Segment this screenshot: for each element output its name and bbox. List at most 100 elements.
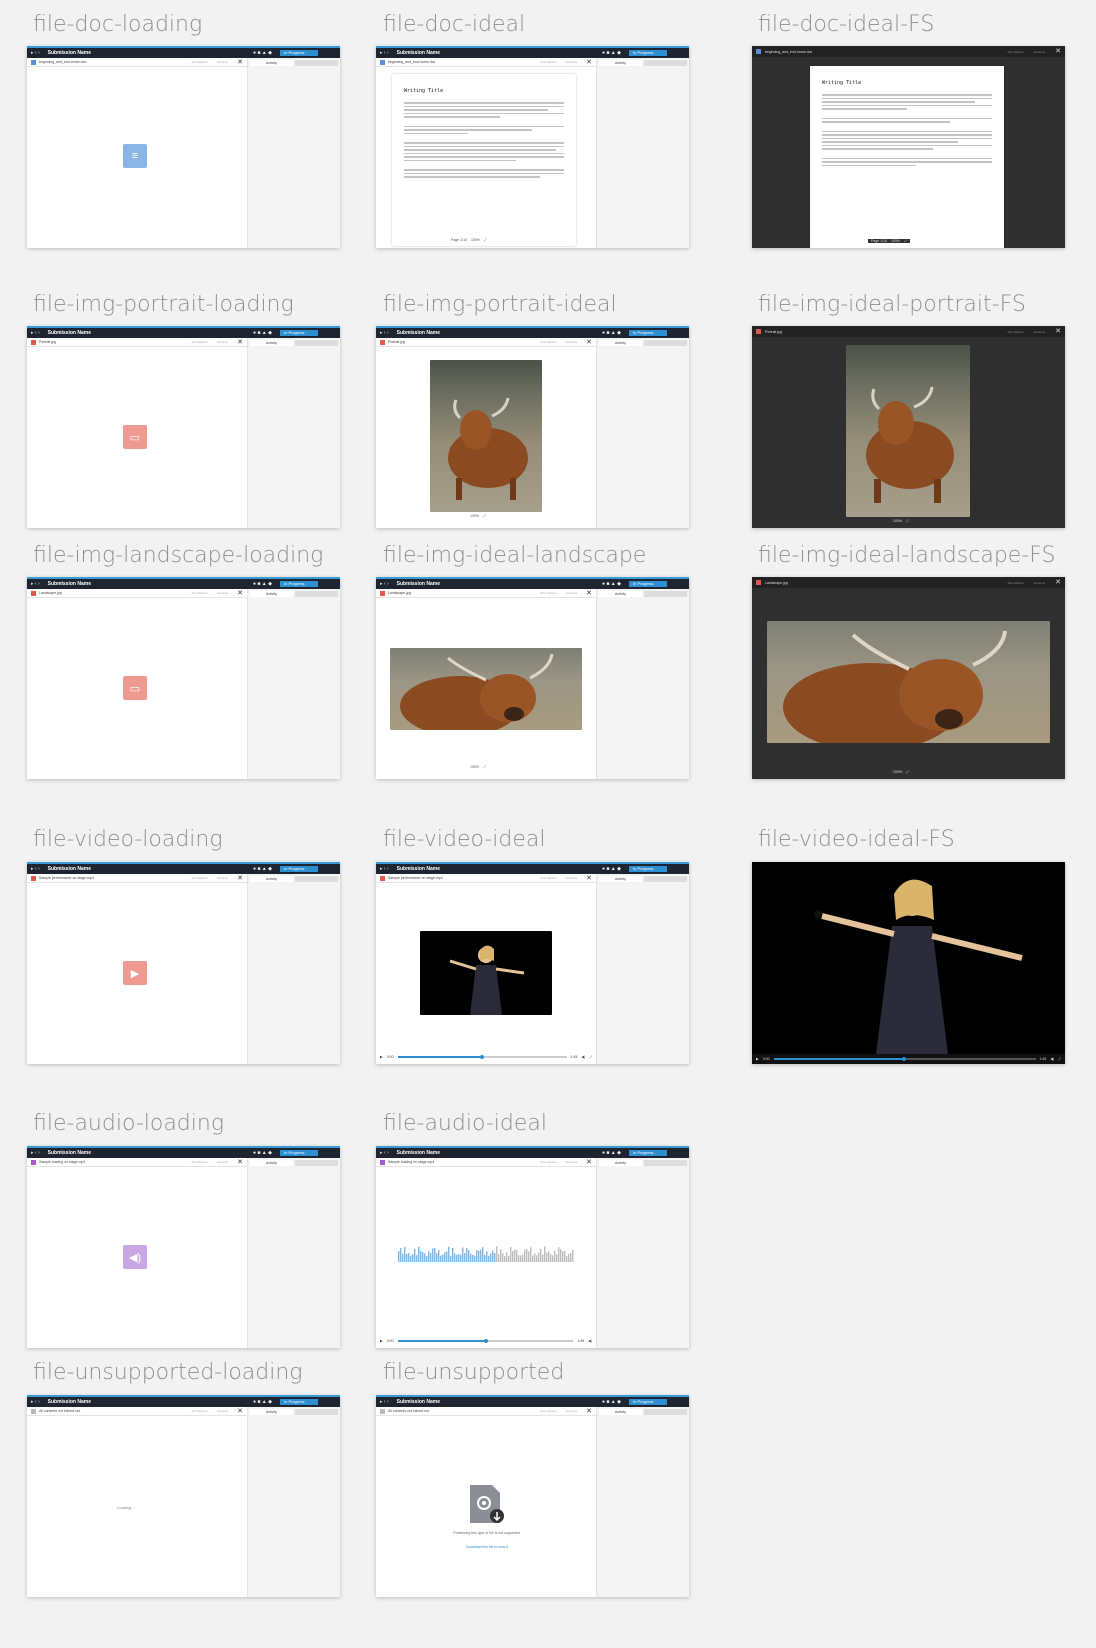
expand-icon[interactable]: ⤢ [483, 238, 487, 242]
waveform-bar [398, 1251, 400, 1262]
image-toolbar[interactable]: 100% ⤢ [470, 765, 486, 769]
play-icon[interactable]: ▶ [380, 1055, 383, 1059]
waveform-bar [518, 1255, 520, 1262]
thumb-img-portrait-fs[interactable]: Portrait.jpg File Options Versions ✕ 100% ⤢ [752, 326, 1065, 528]
tab-activity[interactable]: Activity [599, 875, 642, 882]
video-player-controls[interactable]: ▶ 0:00 1:45 ◀) ⤢ [752, 1054, 1065, 1064]
close-icon[interactable]: ✕ [1055, 328, 1061, 335]
title-bar: ▸ ‹ › Submission Name ● ■ ▲ ◆ In Progress [376, 326, 689, 338]
thumb-img-portrait-ideal[interactable]: ▸ ‹ › Submission Name ● ■ ▲ ◆ In Progress P… [376, 326, 689, 528]
doc-toolbar[interactable]: Page 1/10 100% ⤢ [448, 238, 490, 242]
waveform-bar [464, 1253, 466, 1262]
expand-icon[interactable]: ⤢ [905, 519, 909, 523]
image-placeholder-icon: ▭ [123, 425, 147, 449]
close-icon[interactable]: ✕ [237, 874, 243, 882]
download-link[interactable]: Download this file to view it [465, 1545, 509, 1549]
thumb-audio-ideal[interactable]: ▸ ‹ › Submission Name ● ■ ▲ ◆ In Progress S… [376, 1146, 689, 1348]
waveform-bar [444, 1252, 446, 1262]
tab-activity[interactable]: Activity [599, 1408, 642, 1415]
status-button[interactable]: In Progress [629, 866, 667, 872]
image-toolbar[interactable]: 100% ⤢ [470, 514, 486, 518]
waveform-bar [466, 1247, 468, 1262]
waveform-bar [528, 1251, 530, 1262]
tab-activity[interactable]: Activity [599, 59, 642, 66]
status-button[interactable]: In Progress [280, 50, 318, 56]
close-icon[interactable]: ✕ [237, 338, 243, 346]
tab-activity[interactable]: Activity [250, 339, 293, 346]
doc-toolbar[interactable]: Page 1/10 100% ⤢ [868, 239, 910, 243]
close-icon[interactable]: ✕ [586, 1158, 592, 1166]
generic-file-icon [380, 1408, 385, 1414]
thumb-unsupported[interactable]: ▸ ‹ › Submission Name ● ■ ▲ ◆ In Progress A… [376, 1395, 689, 1597]
title-bar: ▸ ‹ › Submission Name ● ■ ▲ ◆ In Progress [27, 46, 340, 58]
status-button[interactable]: In Progress [629, 1150, 667, 1156]
label-doc-loading: file-doc-loading [33, 12, 203, 37]
label-audio-loading: file-audio-loading [33, 1111, 225, 1136]
close-icon[interactable]: ✕ [237, 58, 243, 66]
volume-icon[interactable]: ◀) [1050, 1057, 1055, 1061]
status-button[interactable]: In Progress [280, 581, 318, 587]
tab-activity[interactable]: Activity [599, 1159, 642, 1166]
close-icon[interactable]: ✕ [586, 1407, 592, 1415]
status-button[interactable]: In Progress [280, 866, 318, 872]
close-icon[interactable]: ✕ [586, 589, 592, 597]
file-bar: All contents not inlined.xxx File Options… [27, 1407, 247, 1416]
thumb-doc-ideal[interactable]: ▸ ‹ › Submission Name ● ■ ▲ ◆ In Progress b… [376, 46, 689, 248]
thumb-video-fs[interactable]: ▶ 0:00 1:45 ◀) ⤢ [752, 862, 1065, 1064]
expand-icon[interactable]: ⤢ [482, 514, 486, 518]
video-player-controls[interactable]: ▶ 0:00 1:45 ◀) ⤢ [380, 1054, 592, 1059]
expand-icon[interactable]: ⤢ [1058, 1057, 1061, 1061]
image-file-icon [756, 580, 761, 585]
volume-icon[interactable]: ◀) [588, 1339, 592, 1343]
video-frame [752, 862, 1065, 1054]
close-icon[interactable]: ✕ [237, 1158, 243, 1166]
close-icon[interactable]: ✕ [1055, 579, 1061, 586]
thumb-doc-loading[interactable]: ▸ ‹ › Submission Name ● ■ ▲ ◆ In Progress b… [27, 46, 340, 248]
status-button[interactable]: In Progress [280, 330, 318, 336]
thumb-video-loading[interactable]: ▸ ‹ › Submission Name ● ■ ▲ ◆ In Progress S… [27, 862, 340, 1064]
status-button[interactable]: In Progress [280, 1399, 318, 1405]
thumb-img-landscape-fs[interactable]: Landscape.jpg File Options Versions ✕ 100% ⤢ [752, 577, 1065, 779]
thumb-img-landscape-ideal[interactable]: ▸ ‹ › Submission Name ● ■ ▲ ◆ In Progress L… [376, 577, 689, 779]
thumb-video-ideal[interactable]: ▸ ‹ › Submission Name ● ■ ▲ ◆ In Progress S… [376, 862, 689, 1064]
seek-bar[interactable] [773, 1056, 1036, 1061]
status-button[interactable]: In Progress [280, 1150, 318, 1156]
status-button[interactable]: In Progress [629, 330, 667, 336]
status-button[interactable]: In Progress [629, 1399, 667, 1405]
expand-icon[interactable]: ⤢ [903, 239, 907, 243]
status-button[interactable]: In Progress [629, 50, 667, 56]
volume-icon[interactable]: ◀) [581, 1055, 586, 1059]
play-icon[interactable]: ▶ [380, 1339, 383, 1343]
thumb-doc-ideal-fs[interactable]: beginning_and_end-horse.doc File Options V… [752, 46, 1065, 248]
audio-player-controls[interactable]: ▶ 0:00 1:45 ◀) [380, 1338, 592, 1343]
thumb-unsupported-loading[interactable]: ▸ ‹ › Submission Name ● ■ ▲ ◆ In Progress A… [27, 1395, 340, 1597]
image-toolbar[interactable]: 100% ⤢ [890, 519, 912, 523]
expand-icon[interactable]: ⤢ [905, 770, 909, 774]
thumb-audio-loading[interactable]: ▸ ‹ › Submission Name ● ■ ▲ ◆ In Progress S… [27, 1146, 340, 1348]
status-button[interactable]: In Progress [629, 581, 667, 587]
tab-activity[interactable]: Activity [250, 875, 293, 882]
tab-activity[interactable]: Activity [599, 339, 642, 346]
tab-activity[interactable]: Activity [599, 590, 642, 597]
seek-bar[interactable] [397, 1054, 567, 1059]
expand-icon[interactable]: ⤢ [482, 765, 486, 769]
tab-activity[interactable]: Activity [250, 1159, 293, 1166]
close-icon[interactable]: ✕ [586, 874, 592, 882]
tab-activity[interactable]: Activity [250, 1408, 293, 1415]
tab-activity[interactable]: Activity [250, 590, 293, 597]
close-icon[interactable]: ✕ [586, 338, 592, 346]
expand-icon[interactable]: ⤢ [589, 1055, 592, 1059]
close-icon[interactable]: ✕ [237, 1407, 243, 1415]
thumb-img-landscape-loading[interactable]: ▸ ‹ › Submission Name ● ■ ▲ ◆ In Progress L… [27, 577, 340, 779]
close-icon[interactable]: ✕ [586, 58, 592, 66]
play-icon[interactable]: ▶ [756, 1057, 759, 1061]
thumb-img-portrait-loading[interactable]: ▸ ‹ › Submission Name ● ■ ▲ ◆ In Progress P… [27, 326, 340, 528]
seek-bar[interactable] [397, 1338, 574, 1343]
image-toolbar[interactable]: 100% ⤢ [890, 770, 912, 774]
close-icon[interactable]: ✕ [1055, 48, 1061, 55]
audio-waveform [398, 1246, 574, 1262]
close-icon[interactable]: ✕ [237, 589, 243, 597]
tab-activity[interactable]: Activity [250, 59, 293, 66]
doc-title: Writing Title [404, 88, 444, 94]
title-bar: ▸ ‹ › Submission Name ● ■ ▲ ◆ In Progress [376, 1395, 689, 1407]
